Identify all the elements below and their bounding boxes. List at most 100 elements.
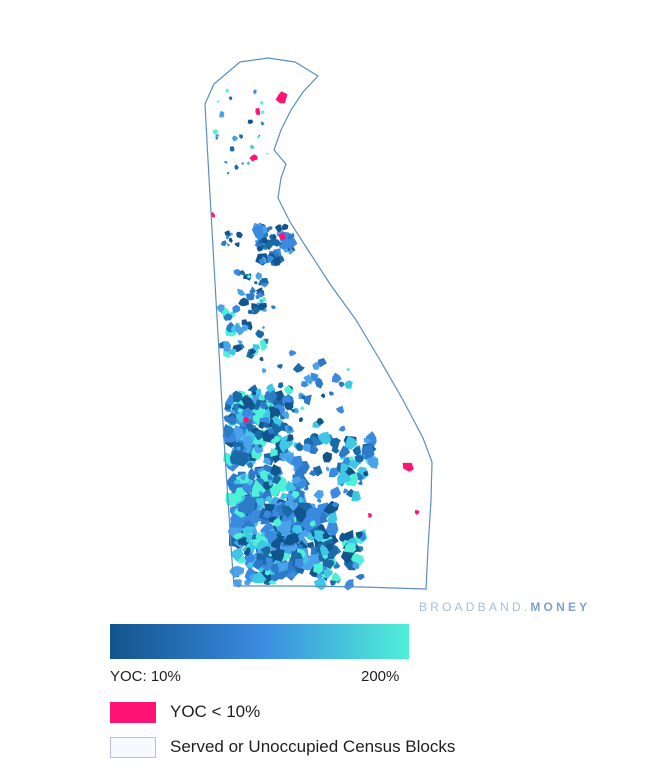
census-block (268, 427, 275, 434)
census-block (279, 452, 287, 460)
census-block (282, 410, 290, 420)
census-block (251, 479, 267, 497)
census-block (223, 415, 231, 423)
census-block (225, 234, 230, 240)
census-block (298, 417, 304, 423)
census-block (255, 329, 265, 339)
census-block (238, 297, 249, 307)
census-block (350, 553, 365, 567)
census-block (228, 96, 233, 101)
census-block (309, 520, 316, 527)
census-block (233, 269, 242, 277)
census-block (300, 406, 305, 410)
census-block (282, 223, 289, 231)
census-block (235, 325, 241, 333)
census-block (402, 462, 414, 472)
census-block (313, 489, 324, 499)
census-block (232, 441, 244, 452)
census-block (259, 299, 264, 304)
census-block (275, 91, 288, 104)
census-block (255, 272, 262, 281)
census-block (237, 537, 247, 546)
census-block (272, 518, 282, 527)
census-block (239, 134, 243, 140)
census-block (260, 101, 264, 105)
census-block (287, 425, 293, 431)
census-block (354, 454, 364, 463)
census-block (355, 531, 363, 540)
census-block (301, 395, 306, 400)
census-block (223, 340, 232, 352)
census-block (241, 407, 253, 419)
legend-row-served: Served or Unoccupied Census Blocks (110, 736, 455, 758)
census-block (310, 372, 319, 383)
census-block (267, 474, 273, 481)
census-block (298, 496, 304, 503)
census-block (273, 390, 285, 402)
census-block (291, 408, 296, 413)
census-block (291, 490, 300, 499)
census-block (216, 100, 220, 103)
census-block (258, 259, 265, 265)
census-block (279, 441, 286, 449)
census-block (259, 357, 264, 362)
census-block (317, 431, 331, 445)
census-block (266, 383, 276, 394)
census-block (272, 549, 285, 562)
census-block (258, 238, 264, 245)
census-block (225, 492, 243, 507)
census-block (249, 144, 255, 150)
census-block (220, 240, 227, 247)
census-block (224, 160, 228, 164)
census-block (282, 396, 292, 406)
census-block (229, 511, 246, 528)
census-block (303, 374, 313, 385)
census-block (322, 559, 335, 569)
census-block (326, 511, 338, 524)
census-block (212, 129, 219, 135)
census-block (358, 531, 366, 542)
census-block (286, 571, 297, 579)
census-block (317, 357, 327, 368)
census-block (272, 415, 282, 425)
census-block (247, 384, 258, 393)
census-block (367, 457, 379, 469)
census-block (270, 464, 282, 477)
census-block (240, 473, 246, 481)
census-block (246, 423, 254, 432)
census-block (260, 402, 269, 410)
census-block (315, 377, 324, 389)
census-block (348, 459, 360, 470)
census-block (272, 474, 281, 485)
census-block (259, 339, 268, 351)
census-block (263, 387, 278, 403)
census-block (277, 382, 284, 389)
census-block (292, 362, 305, 373)
census-blocks (210, 88, 420, 591)
census-block (261, 237, 268, 244)
census-block (309, 470, 318, 477)
census-block (237, 288, 247, 296)
census-block (266, 153, 269, 155)
census-block (251, 571, 267, 584)
census-block (248, 467, 256, 482)
census-block (253, 89, 257, 95)
census-block (261, 110, 265, 115)
census-block (280, 492, 287, 500)
census-block (260, 121, 265, 126)
census-block (330, 486, 341, 499)
census-block (270, 448, 278, 457)
state-map (204, 57, 433, 591)
census-block (338, 425, 346, 432)
census-block (241, 395, 256, 411)
census-block (281, 505, 294, 519)
legend-row-low-yoc: YOC < 10% (110, 701, 260, 723)
census-block (243, 435, 254, 447)
census-block (291, 476, 302, 485)
census-block (222, 423, 234, 439)
brand-watermark: BROADBAND.MONEY (419, 600, 590, 614)
census-block (258, 394, 266, 401)
census-block (230, 507, 236, 515)
low-yoc-label: YOC < 10% (170, 702, 261, 721)
census-block (230, 547, 244, 562)
